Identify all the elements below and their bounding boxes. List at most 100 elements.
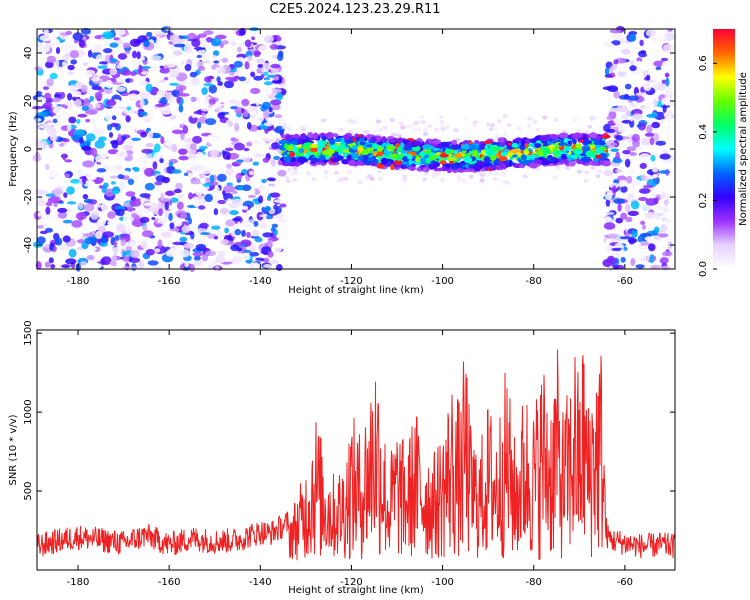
spectrogram-cell: [630, 59, 635, 66]
spectrogram-cell: [64, 159, 73, 163]
spectrogram-cell: [158, 60, 169, 66]
spectrogram-cell: [293, 133, 300, 139]
spectrogram-cell: [217, 231, 224, 238]
spectrogram-cell: [111, 181, 116, 185]
spectrogram-cell: [169, 115, 176, 120]
spectrogram-cell: [139, 208, 147, 213]
spectrogram-cell: [152, 161, 158, 170]
spectrogram-cell: [398, 121, 404, 126]
spectrogram-cell: [661, 251, 673, 256]
spectrogram-cell: [624, 83, 632, 90]
colorbar-label: Normalized spectral amplitude: [738, 72, 749, 226]
spectrogram-cell: [483, 156, 490, 164]
spectrogram-cell: [263, 122, 274, 127]
spectrogram-cell: [212, 50, 220, 57]
spectrogram-cell: [502, 114, 508, 119]
spectrogram-cell: [270, 63, 281, 69]
spectrogram-cell: [34, 118, 42, 122]
spectrogram-cell: [80, 84, 88, 93]
spectrogram-cell: [576, 169, 582, 174]
colorbar-tick-label: 0.0: [698, 261, 709, 277]
spectrogram-cell: [650, 235, 662, 244]
spectrogram-cell: [163, 76, 169, 81]
spectrogram-cell: [59, 223, 69, 227]
spectrogram-cell: [58, 142, 65, 147]
spectrogram-cell: [205, 250, 217, 256]
spectrogram-cell: [260, 200, 271, 208]
spectrogram-cell: [624, 158, 631, 168]
spectrogram-cell: [141, 71, 150, 75]
spectrogram-cell: [157, 201, 166, 211]
spectrogram-cell: [595, 174, 601, 179]
spectrogram-cell: [181, 225, 191, 233]
spectrogram-cell: [177, 194, 184, 199]
spectrogram-cell: [196, 210, 208, 217]
spectrogram-cell: [211, 225, 221, 230]
spectrogram-cell: [273, 75, 279, 81]
spectrogram-cell: [629, 65, 637, 72]
spectrogram-cell: [613, 47, 621, 56]
spectrogram-cell: [648, 243, 656, 252]
spectrogram-cell: [105, 99, 117, 107]
spectrogram-cell: [63, 192, 68, 198]
spectrogram-cell: [282, 122, 288, 127]
spectrogram-cell: [209, 174, 215, 183]
spectrogram-cell: [640, 174, 647, 181]
spectrogram-cell: [655, 205, 663, 210]
spectrogram-cell: [95, 54, 104, 62]
spectrogram-cell: [217, 250, 226, 257]
spectrogram-cell: [249, 251, 260, 257]
spectrogram-cell: [597, 169, 603, 174]
spectrogram-cell: [572, 139, 577, 143]
spectrogram-cell: [644, 211, 656, 220]
x-tick-label: -160: [158, 577, 181, 588]
spectrogram-cell: [120, 239, 127, 247]
spectrogram-cell: [160, 192, 165, 202]
spectrogram-cell: [182, 125, 189, 134]
spectrogram-cell: [85, 109, 98, 115]
spectrogram-cell: [91, 247, 97, 251]
spectrogram-cell: [645, 29, 657, 38]
spectrogram-cell: [336, 155, 344, 161]
spectrogram-cell: [560, 158, 569, 164]
spectrogram-cell: [480, 144, 485, 150]
spectrogram-cell: [665, 85, 673, 95]
spectrogram-cell: [295, 152, 300, 156]
spectrogram-cell: [269, 185, 275, 192]
spectrogram-cell: [208, 104, 213, 108]
spectrogram-cell: [176, 201, 184, 210]
spectrogram-cell: [61, 61, 68, 67]
spectrogram-cell: [273, 244, 283, 253]
spectrogram-cell: [580, 156, 590, 163]
spectrogram-cell: [317, 142, 323, 147]
spectrogram-cell: [260, 187, 270, 195]
spectrogram-cell: [523, 149, 530, 156]
spectrogram-cell: [311, 177, 317, 182]
spectrogram-cell: [94, 91, 103, 101]
spectrogram-cell: [444, 148, 452, 155]
spectrogram-cell: [213, 208, 219, 216]
spectrogram-cell: [102, 231, 114, 238]
spectrogram-cell: [36, 236, 46, 245]
spectrogram-cell: [192, 135, 203, 144]
spectrogram-cell: [500, 151, 508, 157]
spectrogram-cell: [138, 198, 149, 202]
spectrogram-cell: [263, 264, 272, 268]
spectrogram-cell: [422, 127, 428, 132]
spectrogram-cell: [279, 203, 287, 208]
spectrogram-cell: [202, 182, 212, 187]
spectrogram-cell: [247, 194, 256, 199]
spectrogram-cell: [154, 181, 163, 186]
spectrogram-cell: [84, 232, 95, 238]
spectrogram-cell: [619, 249, 626, 257]
spectrogram-cell: [640, 257, 651, 262]
spectrogram-cell: [139, 111, 148, 117]
spectrogram-cell: [638, 122, 646, 131]
spectrogram-cell: [275, 92, 283, 101]
spectrogram-cell: [660, 118, 665, 124]
spectrogram-cell: [122, 144, 134, 151]
spectrogram-cell: [651, 166, 659, 173]
spectrogram-cell: [114, 27, 126, 36]
spectrogram-cell: [217, 173, 227, 182]
